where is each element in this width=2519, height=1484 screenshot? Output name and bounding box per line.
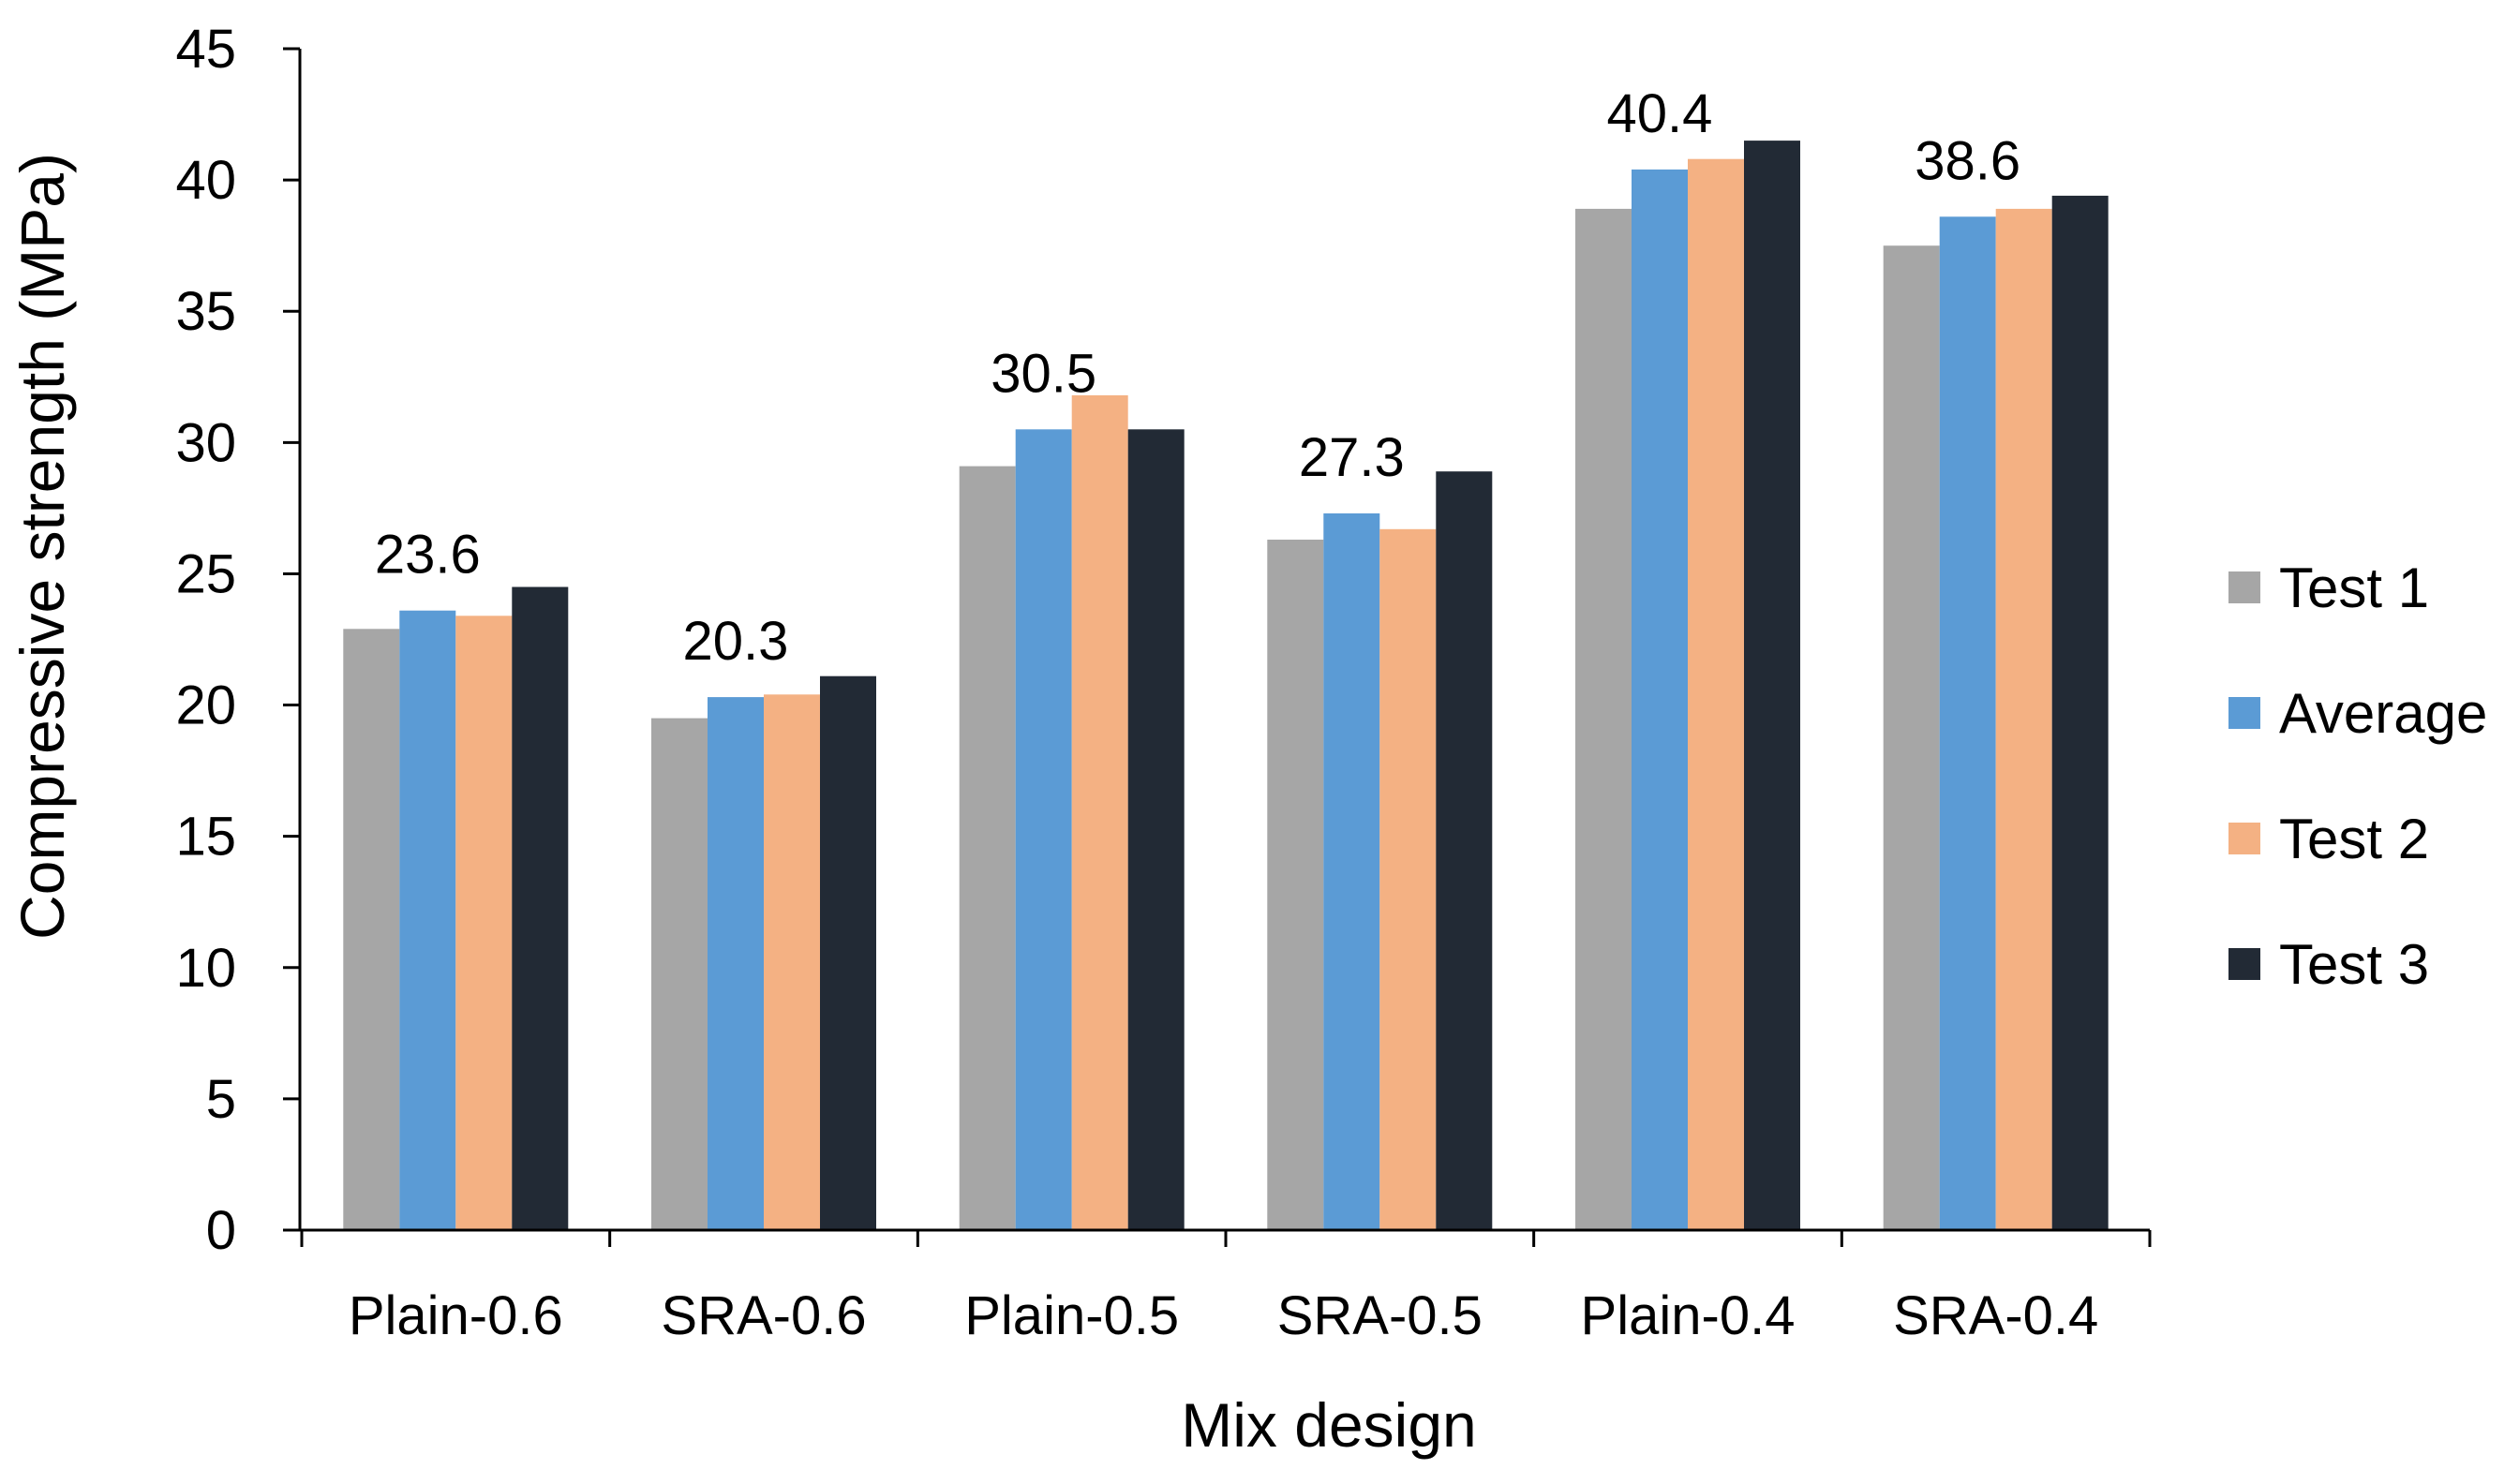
- legend-swatch-test-2: [2228, 823, 2260, 854]
- data-label-plain-0-5: 30.5: [991, 343, 1096, 404]
- bar-test-3-plain-0-4: [1744, 141, 1800, 1231]
- x-tick-label-sra-0-5: SRA-0.5: [1277, 1285, 1483, 1346]
- y-tick-labels: 0 5 10 15 20 25 30 35 40 45: [175, 19, 236, 1261]
- axes-group: [283, 47, 2152, 1247]
- legend-label-test-3: Test 3: [2279, 933, 2429, 996]
- data-label-plain-0-4: 40.4: [1607, 83, 1713, 144]
- bar-average-sra-0-4: [1939, 216, 1996, 1230]
- data-label-sra-0-6: 20.3: [683, 611, 789, 672]
- bar-test-3-sra-0-5: [1436, 471, 1493, 1230]
- y-tick-label-45: 45: [175, 19, 236, 80]
- y-tick-label-40: 40: [175, 150, 236, 211]
- x-axis-title: Mix design: [1181, 1390, 1476, 1460]
- legend: Test 1 Average Test 2 Test 3: [2228, 556, 2487, 996]
- bar-test-2-plain-0-4: [1688, 158, 1744, 1231]
- bar-test-2-sra-0-5: [1379, 528, 1437, 1230]
- bar-average-plain-0-6: [399, 610, 456, 1230]
- bar-average-sra-0-6: [708, 697, 764, 1230]
- y-axis-title: Compressive strength (MPa): [7, 153, 77, 940]
- y-tick-label-15: 15: [175, 807, 236, 868]
- data-label-sra-0-4: 38.6: [1915, 130, 2020, 191]
- y-tick-label-5: 5: [206, 1069, 236, 1130]
- bar-average-plain-0-5: [1015, 429, 1072, 1230]
- bar-average-plain-0-4: [1632, 169, 1688, 1230]
- x-tick-label-plain-0-5: Plain-0.5: [964, 1285, 1179, 1346]
- x-tick-labels: Plain-0.6 SRA-0.6 Plain-0.5 SRA-0.5 Plain-0.…: [349, 1285, 2098, 1346]
- bar-test-2-plain-0-5: [1071, 394, 1128, 1230]
- bar-test-1-plain-0-4: [1575, 208, 1632, 1230]
- legend-label-test-1: Test 1: [2279, 556, 2429, 619]
- y-tick-label-20: 20: [175, 675, 236, 736]
- y-tick-label-35: 35: [175, 281, 236, 342]
- x-tick-label-plain-0-6: Plain-0.6: [349, 1285, 563, 1346]
- x-tick-label-plain-0-4: Plain-0.4: [1581, 1285, 1796, 1346]
- y-tick-label-10: 10: [175, 938, 236, 999]
- bar-test-3-plain-0-6: [512, 586, 569, 1230]
- data-label-plain-0-6: 23.6: [375, 525, 481, 586]
- legend-swatch-test-1: [2228, 571, 2260, 603]
- bar-test-1-sra-0-6: [651, 718, 708, 1230]
- bar-test-2-sra-0-4: [1995, 208, 2052, 1230]
- legend-swatch-average: [2228, 697, 2260, 729]
- bar-test-1-plain-0-5: [959, 466, 1016, 1231]
- data-labels-group: 23.6 20.3 30.5 27.3 40.4 38.6: [375, 83, 2020, 672]
- bar-test-1-plain-0-6: [343, 629, 400, 1230]
- x-tick-label-sra-0-6: SRA-0.6: [661, 1285, 866, 1346]
- bar-test-1-sra-0-4: [1883, 245, 1940, 1231]
- bar-test-3-plain-0-5: [1127, 429, 1185, 1230]
- bar-test-2-plain-0-6: [455, 616, 513, 1230]
- data-label-sra-0-5: 27.3: [1299, 427, 1405, 488]
- legend-label-test-2: Test 2: [2279, 808, 2429, 870]
- bars-group: [343, 141, 2109, 1231]
- y-tick-label-25: 25: [175, 543, 236, 604]
- y-tick-label-30: 30: [175, 412, 236, 473]
- bar-test-2-sra-0-6: [764, 694, 820, 1230]
- legend-label-average: Average: [2279, 682, 2487, 745]
- bar-test-1-sra-0-5: [1267, 540, 1324, 1230]
- x-tick-label-sra-0-4: SRA-0.4: [1893, 1285, 2098, 1346]
- y-tick-label-0: 0: [206, 1200, 236, 1261]
- bar-test-3-sra-0-4: [2051, 195, 2109, 1230]
- legend-swatch-test-3: [2228, 948, 2260, 980]
- bar-average-sra-0-5: [1323, 513, 1380, 1230]
- bar-test-3-sra-0-6: [820, 675, 876, 1230]
